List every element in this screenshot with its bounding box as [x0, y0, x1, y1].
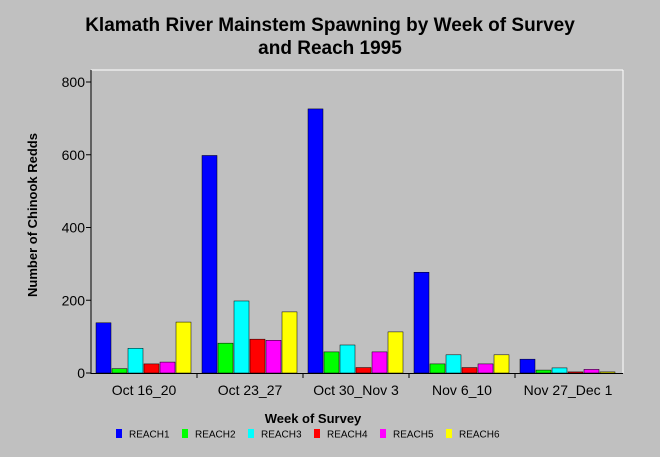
bar-reach3-0	[127, 348, 144, 374]
bar-reach1-2	[307, 108, 324, 374]
legend-swatch-reach5	[380, 429, 386, 438]
bar-reach3-4	[551, 367, 568, 374]
x-tick-label: Oct 23_27	[218, 382, 283, 398]
legend-label-reach4: REACH4	[327, 430, 368, 441]
y-axis-title: Number of Chinook Redds	[25, 133, 40, 297]
bar-reach5-0	[159, 361, 176, 374]
chart-title-line-1: Klamath River Mainstem Spawning by Week …	[85, 15, 575, 36]
chart-title-line-2: and Reach 1995	[258, 38, 402, 59]
x-axis-ticks: Oct 16_20 Oct 23_27 Oct 30_Nov 3 Nov 6_10 No…	[112, 373, 613, 398]
legend-swatch-reach4	[314, 429, 320, 438]
x-tick-label: Nov 27_Dec 1	[524, 382, 613, 398]
bars	[95, 108, 616, 374]
legend-swatch-reach2	[182, 429, 188, 438]
bar-reach5-1	[265, 340, 282, 374]
legend-swatch-reach3	[248, 429, 254, 438]
legend-swatch-reach1	[116, 429, 122, 438]
bar-reach2-3	[429, 363, 446, 374]
y-tick-label: 400	[62, 220, 86, 236]
bar-reach1-3	[413, 271, 430, 374]
y-tick-label: 200	[62, 292, 86, 308]
bar-reach2-4	[535, 369, 552, 374]
bar-reach6-4	[599, 371, 616, 374]
bar-reach6-0	[175, 321, 192, 374]
bar-reach3-1	[233, 300, 250, 374]
bar-reach5-3	[477, 363, 494, 374]
bar-reach4-1	[249, 338, 266, 374]
bar-reach6-3	[493, 354, 510, 374]
x-axis-title: Week of Survey	[265, 411, 362, 426]
legend-label-reach3: REACH3	[261, 430, 302, 441]
bar-reach5-2	[371, 351, 388, 374]
legend-label-reach1: REACH1	[129, 430, 170, 441]
y-tick-label: 800	[62, 74, 86, 90]
bar-reach6-2	[387, 331, 404, 374]
legend-label-reach5: REACH5	[393, 430, 434, 441]
bar-reach4-3	[461, 367, 478, 374]
x-tick-label: Nov 6_10	[432, 382, 492, 398]
bar-reach6-1	[281, 311, 298, 374]
chart-title: Klamath River Mainstem Spawning by Week …	[0, 14, 660, 60]
legend-label-reach6: REACH6	[459, 430, 500, 441]
bar-reach4-4	[567, 371, 584, 374]
bar-reach5-4	[583, 369, 600, 374]
y-tick-label: 0	[77, 365, 85, 381]
legend-label-reach2: REACH2	[195, 430, 236, 441]
bar-reach1-1	[201, 155, 218, 374]
bar-reach2-0	[111, 368, 128, 374]
bar-reach4-2	[355, 367, 372, 374]
bar-reach3-2	[339, 344, 356, 374]
bar-reach2-2	[323, 351, 340, 374]
y-axis-ticks: 0 200 400 600 800	[62, 74, 91, 381]
y-tick-label: 600	[62, 147, 86, 163]
bar-reach1-4	[519, 358, 536, 374]
x-tick-label: Oct 30_Nov 3	[313, 382, 399, 398]
bar-reach2-1	[217, 342, 234, 374]
bar-reach4-0	[143, 363, 160, 374]
plot-background	[91, 82, 621, 373]
legend: REACH1 REACH2 REACH3 REACH4 REACH5 REACH6	[116, 429, 500, 441]
bar-reach1-0	[95, 322, 112, 374]
legend-swatch-reach6	[446, 429, 452, 438]
bar-reach3-3	[445, 354, 462, 374]
x-tick-label: Oct 16_20	[112, 382, 177, 398]
